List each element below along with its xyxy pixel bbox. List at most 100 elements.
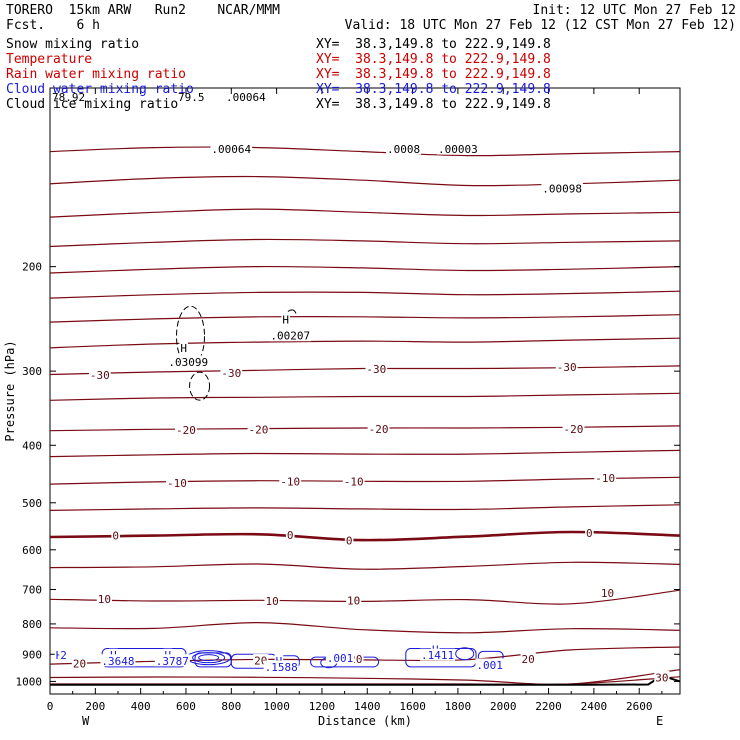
isotherm-label-19: 10: [601, 587, 614, 600]
temperature-isotherms: [49, 146, 681, 686]
isotherm-label-6-bg: [367, 422, 390, 435]
isotherm-label-7-bg: [562, 422, 585, 435]
isotherm-label-17-bg: [264, 594, 280, 607]
legend-snow-label: Snow mixing ratio: [6, 37, 140, 52]
y-tick-label-800: 800: [22, 618, 42, 631]
snow-label-4-bg: [541, 182, 583, 195]
x-tick-label-800: 800: [221, 700, 241, 713]
y-tick-label-1000: 1000: [16, 675, 43, 688]
snow-contour-upper: [176, 305, 206, 367]
isotherm-minus15: [49, 449, 681, 458]
isotherm-label-15-bg: [585, 526, 594, 539]
isotherm-label-9: -10: [280, 475, 300, 488]
x-tick-label-2000: 2000: [490, 700, 517, 713]
isotherm-label-10-bg: [342, 474, 365, 487]
cloud-water-label-9-bg: [475, 658, 504, 671]
legend-cloud-ice-xy: XY= 38.3,149.8 to 222.9,149.8: [316, 97, 551, 112]
legend-cloud-water-label: Cloud water mixing ratio: [6, 82, 194, 97]
snow-label-7: .0008: [387, 143, 420, 156]
cloud-water-core-3: [198, 654, 220, 662]
isotherm-minus70: [49, 146, 681, 157]
top-label-temp-b: 79.5: [178, 91, 205, 104]
isotherm-label-4-bg: [175, 423, 197, 436]
x-tick-label-2200: 2200: [535, 700, 562, 713]
isotherm-label-24: 30: [655, 671, 668, 684]
isotherm-minus10: [49, 476, 681, 485]
snow-label-5: .00064: [211, 143, 251, 156]
y-tick-label-200: 200: [22, 261, 42, 274]
x-tick-label-1200: 1200: [309, 700, 336, 713]
isotherm-minus55: [49, 238, 681, 248]
isotherm-10: [49, 589, 681, 605]
cloud-water-label-3: .3787: [156, 655, 189, 668]
snow-label-7-bg: [386, 142, 422, 155]
valid-time: Valid: 18 UTC Mon 27 Feb 12 (12 CST Mon …: [344, 18, 736, 33]
contour-labels: -30 -30 -30 -30 -20 -20 -20 -20 -10 -10 -10 -10 0 0 0 0…: [54, 142, 670, 684]
isotherm-label-5-bg: [247, 423, 270, 436]
isotherm-minus35: [49, 337, 681, 349]
isotherm-label-8: -10: [167, 477, 187, 490]
x-tick-label-600: 600: [176, 700, 196, 713]
snow-label-1-bg: [167, 355, 210, 368]
isotherm-label-20-bg: [71, 657, 88, 670]
cloud-water-label-8: .1411: [421, 649, 454, 662]
x-tick-label-1800: 1800: [445, 700, 472, 713]
snow-label-3-bg: [269, 329, 312, 342]
isotherm-label-1: -30: [221, 367, 241, 380]
snow-label-2: H: [282, 313, 289, 326]
isotherm-label-11: -10: [595, 472, 615, 485]
top-label-temp-a: 78.92: [52, 91, 86, 104]
legend-temperature-xy: XY= 38.3,149.8 to 222.9,149.8: [316, 52, 551, 67]
isotherm-label-24-bg: [654, 670, 670, 683]
snow-contours: [176, 305, 297, 401]
isotherm-minus50: [49, 265, 681, 274]
isotherm-label-0: -30: [90, 369, 110, 382]
isotherm-minus45: [49, 290, 681, 299]
x-tick-label-400: 400: [131, 700, 151, 713]
x-tick-label-2600: 2600: [626, 700, 653, 713]
snow-label-2-bg: [281, 312, 290, 325]
cloud-water-label-6-bg: [325, 651, 355, 664]
y-tick-label-600: 600: [22, 544, 42, 557]
isotherm-minus65: [49, 175, 681, 187]
snow-label-0: H: [180, 342, 187, 355]
isotherm-label-18: 10: [347, 595, 360, 608]
cloud-water-core-east: [455, 647, 475, 661]
isotherm-label-10: -10: [344, 475, 364, 488]
isotherm-label-14-bg: [344, 534, 354, 547]
model-title: TORERO 15km ARW Run2 NCAR/MMM: [6, 3, 280, 18]
x-tick-label-2400: 2400: [581, 700, 608, 713]
isotherm-label-20: 20: [73, 658, 86, 671]
isotherm-label-6: -20: [369, 423, 389, 436]
y-tick-label-500: 500: [22, 497, 42, 510]
isotherm-label-13: 0: [287, 529, 294, 542]
isotherm-minus40: [49, 314, 681, 323]
isotherm-label-19-bg: [599, 586, 616, 599]
legend-temperature-label: Temperature: [6, 52, 93, 67]
isotherm-label-12-bg: [111, 529, 121, 542]
y-tick-label-700: 700: [22, 584, 42, 597]
isotherm-label-2-bg: [365, 362, 388, 375]
isotherm-15: [49, 621, 681, 634]
isotherm-5: [49, 561, 681, 570]
plot-frame: [49, 87, 681, 695]
isotherm-label-18-bg: [346, 594, 362, 607]
cloud-water-label-1-bg: [100, 654, 136, 667]
isotherm-label-9-bg: [279, 474, 302, 487]
cloud-water-label-1: .3648: [101, 655, 134, 668]
isotherm-label-0-bg: [88, 368, 111, 381]
snow-contour-small: [287, 309, 297, 314]
isotherm-minus60: [49, 208, 681, 218]
legend-rain-label: Rain water mixing ratio: [6, 67, 187, 82]
x-axis-label: Distance (km): [318, 714, 412, 728]
isotherm-0: [49, 530, 681, 542]
isotherm-25: [49, 669, 681, 685]
isotherm-label-15: 0: [586, 527, 593, 540]
isotherm-label-12: 0: [112, 530, 119, 543]
y-axis-label: Pressure (hPa): [3, 340, 17, 441]
isotherm-label-5: -20: [249, 424, 269, 437]
x-tick-label-1600: 1600: [399, 700, 426, 713]
isotherm-minus25: [49, 392, 681, 401]
init-time: Init: 12 UTC Mon 27 Feb 12: [532, 3, 737, 18]
